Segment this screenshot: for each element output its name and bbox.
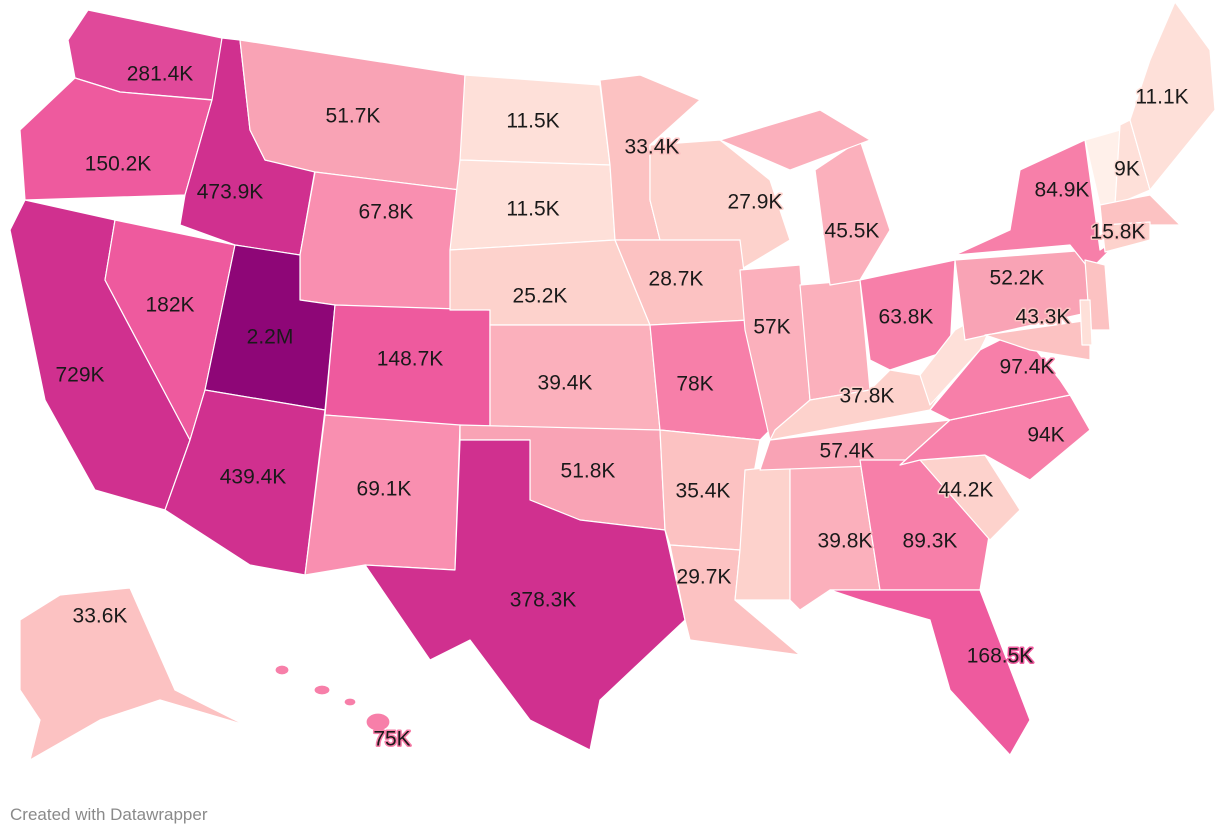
state-label-tn: 57.4K (820, 440, 875, 463)
state-mi[interactable] (719, 109, 871, 171)
state-de[interactable] (1079, 299, 1093, 346)
state-label-az: 439.4K (220, 466, 287, 489)
state-tx[interactable] (364, 439, 686, 751)
state-label-ia: 28.7K (649, 268, 704, 291)
state-label-ne: 25.2K (513, 285, 568, 308)
state-me[interactable] (1129, 1, 1216, 191)
state-label-nm: 69.1K (357, 478, 412, 501)
state-label-ar: 35.4K (676, 480, 731, 503)
state-label-va: 97.4K (1000, 356, 1055, 379)
state-fl[interactable] (829, 589, 1031, 756)
state-hi[interactable] (274, 664, 290, 676)
state-wy[interactable] (299, 171, 461, 311)
state-label-wa: 281.4K (127, 63, 194, 86)
state-ak[interactable] (19, 587, 246, 761)
state-label-wy: 67.8K (359, 201, 414, 224)
state-label-ky: 37.8K (840, 385, 895, 408)
state-label-md: 43.3K (1016, 306, 1071, 329)
state-label-ok: 51.8K (561, 460, 616, 483)
state-label-ak: 33.6K (73, 605, 128, 628)
state-hi[interactable] (343, 697, 357, 707)
state-ny[interactable] (954, 139, 1131, 271)
datawrapper-credit: Created with Datawrapper (10, 805, 208, 824)
us-choropleth-map: 281.4K 150.2K 729K 182K 473.9K 51.7K 67.8K 2.2M… (9, 1, 1216, 761)
state-label-mo: 78K (676, 373, 713, 396)
state-label-id: 473.9K (197, 181, 264, 204)
state-hi[interactable] (365, 712, 391, 732)
state-label-al: 39.8K (818, 530, 873, 553)
state-mi[interactable] (814, 139, 891, 286)
state-label-sd: 11.5K (506, 198, 559, 221)
state-label-hi: 75K (373, 728, 410, 751)
state-label-ut: 2.2M (247, 326, 294, 349)
state-label-oh: 63.8K (879, 306, 934, 329)
state-label-ca: 729K (55, 364, 104, 387)
state-label-ny: 84.9K (1035, 179, 1090, 202)
state-label-wi: 27.9K (728, 191, 783, 214)
state-label-nc: 94K (1027, 424, 1064, 447)
state-label-or: 150.2K (85, 153, 152, 176)
state-label-mi: 45.5K (825, 220, 880, 243)
state-label-il: 57K (753, 316, 790, 339)
state-label-pa: 52.2K (990, 267, 1045, 290)
state-label-ga: 89.3K (903, 530, 958, 553)
state-label-nh: 9K (1114, 158, 1140, 181)
state-label-ks: 39.4K (538, 372, 593, 395)
state-label-co: 148.7K (377, 348, 444, 371)
state-ma[interactable] (1099, 194, 1181, 226)
state-label-la: 29.7K (677, 566, 732, 589)
state-label-nv: 182K (145, 294, 194, 317)
state-label-me: 11.1K (1135, 86, 1188, 109)
state-md[interactable] (984, 319, 1091, 361)
state-oh[interactable] (859, 259, 956, 371)
state-label-tx: 378.3K (510, 589, 577, 612)
state-label-nd: 11.5K (506, 110, 559, 133)
state-in[interactable] (799, 279, 871, 401)
state-label-fl: 168.5K (967, 645, 1034, 668)
state-hi[interactable] (313, 684, 331, 696)
state-label-mn: 33.4K (625, 136, 680, 159)
state-ct[interactable] (1101, 221, 1151, 253)
state-label-mt: 51.7K (326, 105, 381, 128)
state-label-sc: 44.2K (939, 479, 994, 502)
state-label-ma: 15.8K (1091, 221, 1146, 244)
